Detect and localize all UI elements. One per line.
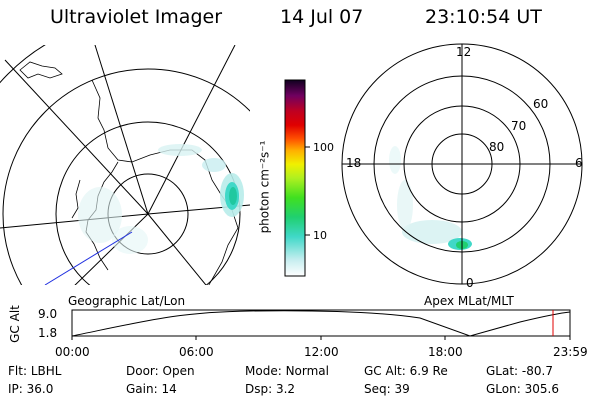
apex-map — [341, 43, 583, 285]
info-dsp: Dsp: 3.2 — [245, 382, 296, 396]
alt-xtick-2359: 23:59 — [553, 345, 588, 359]
mlt-label-12: 12 — [456, 45, 472, 59]
mlt-label-18: 18 — [346, 156, 362, 170]
colorbar-unit-label: photon cm⁻²s⁻¹ — [257, 140, 272, 234]
info-glon: GLon: 305.6 — [486, 382, 559, 396]
lat-label-60: 60 — [533, 97, 549, 111]
lat-label-80: 80 — [489, 140, 505, 154]
info-ip: IP: 36.0 — [8, 382, 54, 396]
alt-ytick-1-8: 1.8 — [38, 326, 58, 340]
info-glat: GLat: -80.7 — [486, 364, 553, 378]
info-door: Door: Open — [126, 364, 195, 378]
info-gc-alt: GC Alt: 6.9 Re — [364, 364, 448, 378]
colorbar-tick-100: 100 — [313, 141, 334, 154]
alt-xtick-0600: 06:00 — [179, 345, 214, 359]
alt-ytick-9: 9.0 — [38, 307, 58, 321]
alt-xtick-0000: 00:00 — [55, 345, 90, 359]
lat-label-70: 70 — [511, 119, 527, 133]
info-seq: Seq: 39 — [364, 382, 410, 396]
apex-panel-label: Apex MLat/MLT — [424, 294, 514, 308]
info-flt: Flt: LBHL — [8, 364, 62, 378]
mlt-label-6: 6 — [575, 156, 583, 170]
satellite-track — [44, 231, 133, 285]
altitude-plot — [71, 309, 571, 340]
info-gain: Gain: 14 — [126, 382, 177, 396]
alt-ylabel: GC Alt — [7, 305, 22, 343]
time-label: 23:10:54 UT — [425, 6, 542, 28]
mlt-label-0: 0 — [466, 276, 474, 290]
date-label: 14 Jul 07 — [280, 6, 364, 28]
geo-panel-label: Geographic Lat/Lon — [68, 294, 186, 308]
geo-auroral-oval — [78, 144, 244, 254]
colorbar-tick-10: 10 — [313, 229, 327, 242]
geographic-map — [0, 45, 250, 285]
colorbar — [284, 79, 306, 277]
instrument-title: Ultraviolet Imager — [50, 6, 223, 28]
info-mode: Mode: Normal — [245, 364, 329, 378]
alt-xtick-1800: 18:00 — [428, 345, 463, 359]
alt-xtick-1200: 12:00 — [304, 345, 339, 359]
